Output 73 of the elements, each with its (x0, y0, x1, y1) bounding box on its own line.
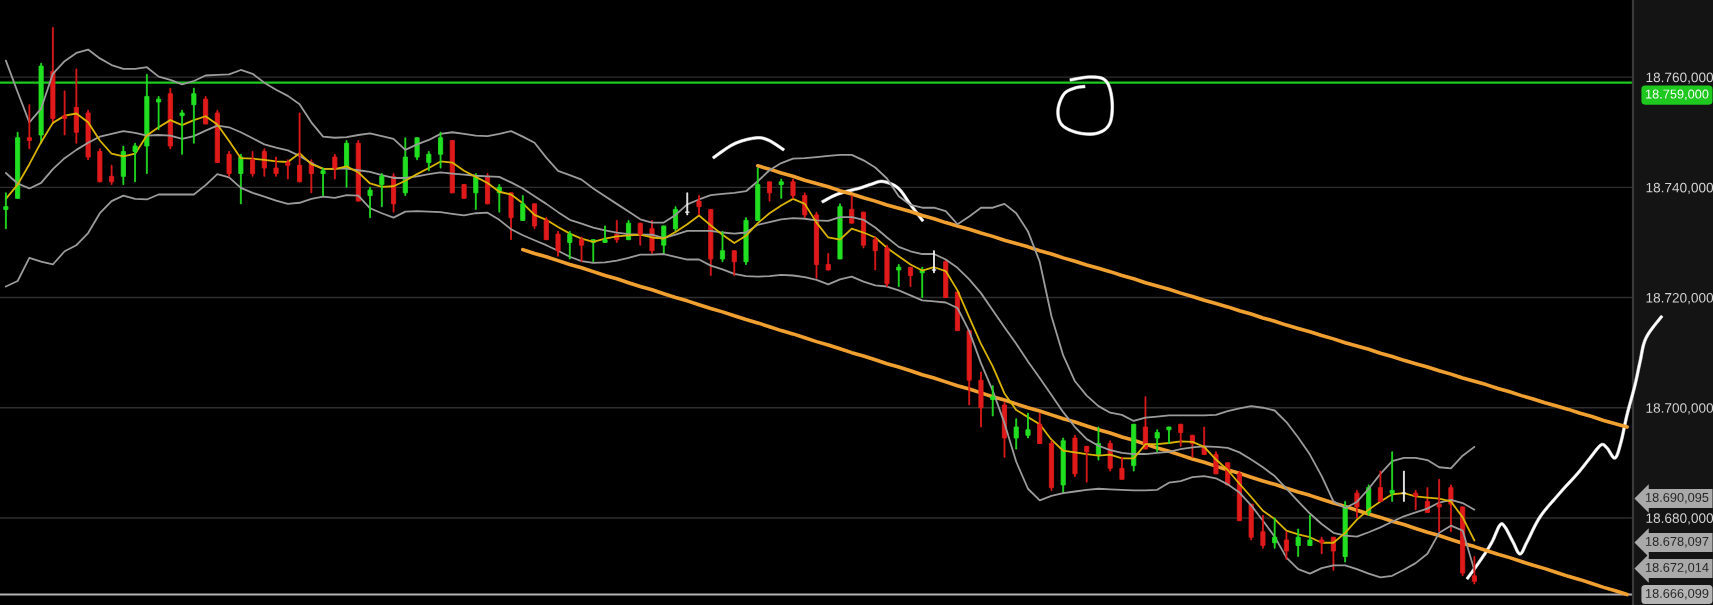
line-series (4, 173, 1476, 579)
candlestick (520, 195, 526, 221)
line-series (4, 48, 1476, 509)
candlestick (1413, 489, 1419, 511)
candlestick (1389, 451, 1395, 502)
candlestick (907, 266, 914, 287)
candlestick (1307, 514, 1313, 546)
candlestick (778, 178, 784, 199)
candlestick (191, 87, 197, 144)
ref-line-label: 18.666,099 (1645, 588, 1709, 600)
candlestick (62, 90, 68, 136)
candlestick (579, 236, 585, 263)
text: 18.690,095 (1645, 492, 1709, 504)
candlestick (250, 151, 256, 177)
candlestick (320, 167, 326, 197)
candlestick (461, 184, 467, 199)
candlestick (1319, 536, 1325, 555)
candlestick (602, 225, 608, 243)
line-series (520, 247, 1629, 597)
candlestick (132, 142, 138, 183)
candlestick (426, 151, 432, 172)
candlestick (872, 236, 878, 271)
candlestick (896, 264, 902, 287)
candlestick (332, 153, 338, 180)
candlestick (3, 192, 9, 230)
candlestick (931, 250, 937, 274)
candlestick (684, 192, 690, 216)
candlestick (1260, 514, 1266, 549)
candlestick (367, 186, 373, 219)
candlestick (1272, 517, 1278, 549)
ref-line-label: 18.759,000 (1645, 89, 1709, 101)
candlestick (1436, 478, 1442, 533)
candlestick (379, 173, 385, 208)
candlestick (1119, 456, 1125, 480)
candlestick (1401, 470, 1407, 502)
candlestick (567, 231, 573, 260)
candlestick (1471, 556, 1477, 585)
candlestick (285, 159, 291, 180)
line-series (755, 164, 1629, 429)
y-tick-label: 18.740,000 (1646, 182, 1713, 195)
candlestick (1283, 531, 1289, 560)
candlestick (26, 104, 32, 150)
candlestick (156, 96, 162, 130)
candlestick (226, 151, 232, 177)
candlestick (1084, 445, 1090, 483)
y-tick-label: 18.720,000 (1646, 292, 1713, 305)
candlestick (438, 131, 444, 169)
candlestick (696, 195, 702, 216)
candlestick (179, 109, 185, 155)
y-tick-label: 18.760,000 (1646, 72, 1713, 84)
candlestick (1295, 528, 1301, 557)
candlestick (297, 112, 303, 183)
candlestick (1377, 470, 1383, 502)
candlestick (731, 250, 737, 276)
candlestick (755, 167, 761, 221)
text: 18.672,014 (1645, 562, 1709, 574)
candlestick (766, 181, 773, 202)
candlestick (1154, 429, 1160, 453)
candlestick (1013, 418, 1019, 450)
candlestick (109, 164, 115, 186)
candlestick (1166, 426, 1172, 444)
candlestick (1025, 412, 1031, 439)
candlestick (790, 178, 796, 199)
y-tick-label: 18.680,000 (1646, 513, 1713, 525)
candlestick (719, 231, 726, 263)
candlestick (990, 385, 996, 417)
candlestick (825, 253, 831, 271)
candlestick (555, 231, 561, 257)
candlestick (884, 244, 890, 287)
candlestick (978, 371, 984, 428)
text: 18.678,097 (1645, 536, 1709, 548)
y-tick-label: 18.700,000 (1646, 403, 1713, 415)
candlestick (273, 156, 279, 177)
